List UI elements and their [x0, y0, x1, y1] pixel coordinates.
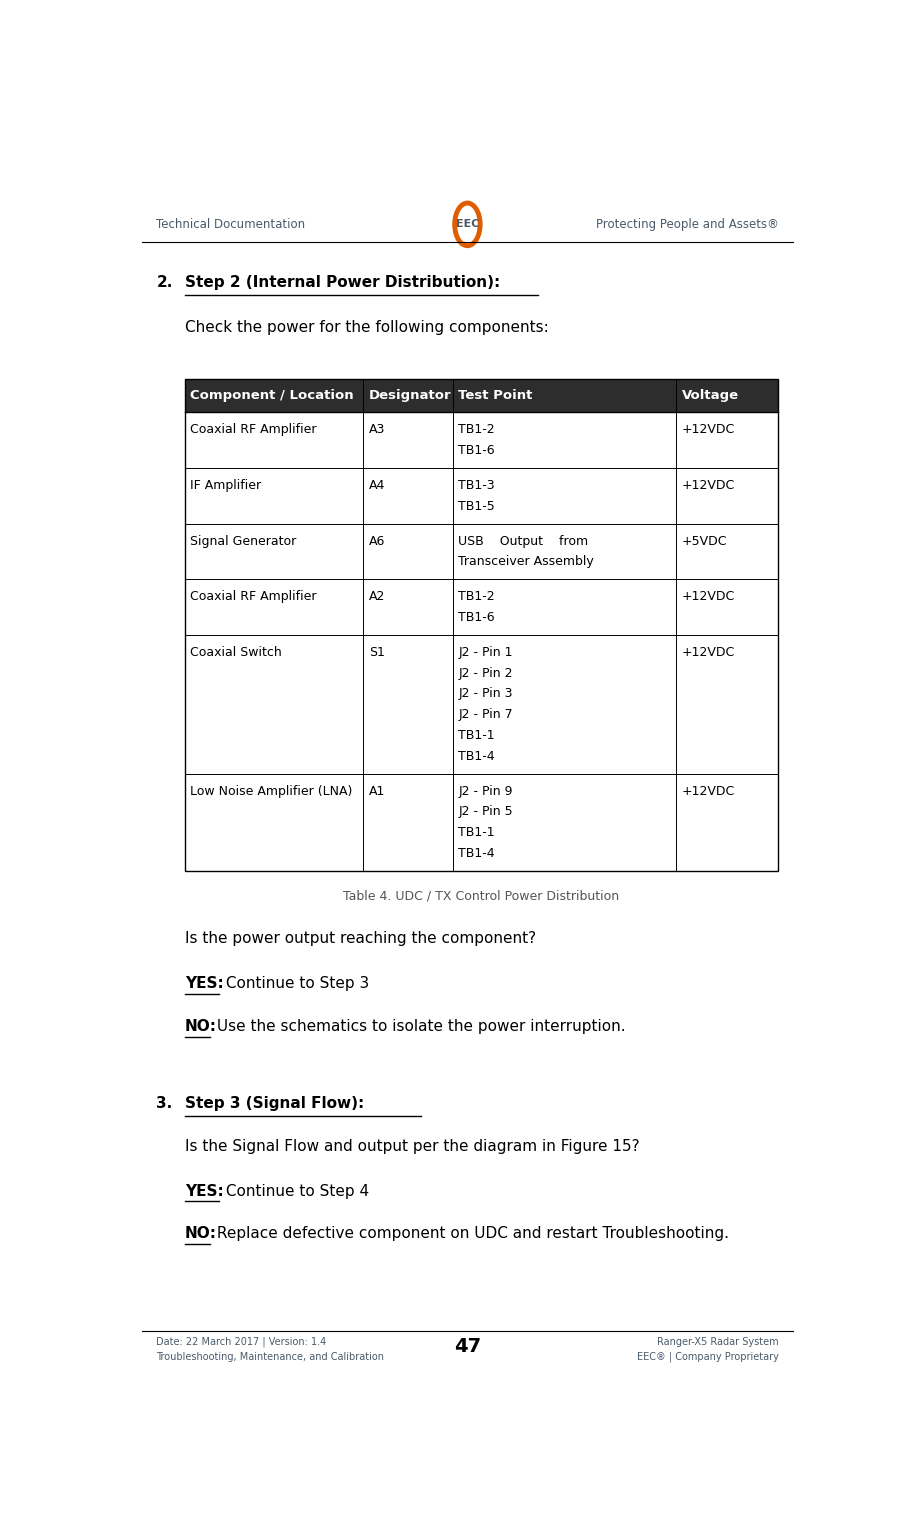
- Text: S1: S1: [369, 646, 384, 659]
- Text: TB1-1: TB1-1: [458, 826, 495, 839]
- Text: EEC: EEC: [456, 220, 478, 229]
- Text: +12VDC: +12VDC: [681, 591, 734, 603]
- Text: Low Noise Amplifier (LNA): Low Noise Amplifier (LNA): [190, 785, 353, 797]
- Text: Table 4. UDC / TX Control Power Distribution: Table 4. UDC / TX Control Power Distribu…: [343, 890, 619, 903]
- Text: J2 - Pin 1: J2 - Pin 1: [458, 646, 512, 659]
- Text: Use the schematics to isolate the power interruption.: Use the schematics to isolate the power …: [212, 1019, 625, 1034]
- Text: Date: 22 March 2017 | Version: 1.4: Date: 22 March 2017 | Version: 1.4: [157, 1336, 326, 1347]
- Text: NO:: NO:: [184, 1227, 217, 1242]
- Text: TB1-4: TB1-4: [458, 749, 495, 763]
- Text: J2 - Pin 5: J2 - Pin 5: [458, 805, 513, 819]
- Text: Check the power for the following components:: Check the power for the following compon…: [184, 320, 548, 336]
- Text: EEC® | Company Proprietary: EEC® | Company Proprietary: [636, 1351, 778, 1362]
- Text: TB1-3: TB1-3: [458, 479, 495, 492]
- Text: +12VDC: +12VDC: [681, 423, 734, 436]
- Text: J2 - Pin 3: J2 - Pin 3: [458, 688, 512, 700]
- Text: 47: 47: [454, 1336, 480, 1356]
- Text: Voltage: Voltage: [681, 389, 738, 402]
- Bar: [184, 412, 778, 468]
- Text: YES:: YES:: [184, 1183, 223, 1199]
- Bar: [184, 579, 778, 636]
- Text: Step 3 (Signal Flow):: Step 3 (Signal Flow):: [184, 1096, 363, 1111]
- Bar: [184, 468, 778, 523]
- Text: Technical Documentation: Technical Documentation: [157, 219, 305, 231]
- Text: Is the Signal Flow and output per the diagram in Figure 15?: Is the Signal Flow and output per the di…: [184, 1139, 639, 1154]
- Text: 3.: 3.: [157, 1096, 172, 1111]
- Text: Replace defective component on UDC and restart Troubleshooting.: Replace defective component on UDC and r…: [212, 1227, 729, 1242]
- Text: +12VDC: +12VDC: [681, 479, 734, 492]
- Text: Step 2 (Internal Power Distribution):: Step 2 (Internal Power Distribution):: [184, 275, 499, 289]
- Text: YES:: YES:: [184, 976, 223, 991]
- Bar: [184, 636, 778, 774]
- Text: 2.: 2.: [157, 275, 172, 289]
- Text: Coaxial Switch: Coaxial Switch: [190, 646, 281, 659]
- Text: Protecting People and Assets®: Protecting People and Assets®: [595, 219, 778, 231]
- Text: Component / Location: Component / Location: [190, 389, 353, 402]
- Bar: [184, 774, 778, 871]
- Text: Coaxial RF Amplifier: Coaxial RF Amplifier: [190, 423, 316, 436]
- Bar: [184, 523, 778, 579]
- Text: TB1-5: TB1-5: [458, 500, 495, 512]
- Text: +12VDC: +12VDC: [681, 785, 734, 797]
- Text: Designator: Designator: [369, 389, 451, 402]
- Text: TB1-2: TB1-2: [458, 423, 495, 436]
- Text: Signal Generator: Signal Generator: [190, 534, 296, 548]
- Text: A6: A6: [369, 534, 385, 548]
- Text: J2 - Pin 2: J2 - Pin 2: [458, 666, 512, 680]
- Text: +5VDC: +5VDC: [681, 534, 727, 548]
- Text: TB1-2: TB1-2: [458, 591, 495, 603]
- Text: IF Amplifier: IF Amplifier: [190, 479, 261, 492]
- Text: +12VDC: +12VDC: [681, 646, 734, 659]
- Text: Is the power output reaching the component?: Is the power output reaching the compone…: [184, 931, 536, 946]
- Bar: [184, 379, 778, 412]
- Text: A3: A3: [369, 423, 385, 436]
- Text: J2 - Pin 7: J2 - Pin 7: [458, 708, 513, 722]
- Text: Transceiver Assembly: Transceiver Assembly: [458, 556, 594, 568]
- Text: Continue to Step 4: Continue to Step 4: [220, 1183, 368, 1199]
- Text: A4: A4: [369, 479, 385, 492]
- Text: TB1-6: TB1-6: [458, 611, 495, 623]
- Text: NO:: NO:: [184, 1019, 217, 1034]
- Text: TB1-1: TB1-1: [458, 729, 495, 742]
- Text: J2 - Pin 9: J2 - Pin 9: [458, 785, 512, 797]
- Text: TB1-4: TB1-4: [458, 846, 495, 860]
- Bar: [184, 379, 778, 871]
- Text: TB1-6: TB1-6: [458, 443, 495, 457]
- Text: Troubleshooting, Maintenance, and Calibration: Troubleshooting, Maintenance, and Calibr…: [157, 1351, 384, 1362]
- Text: Test Point: Test Point: [458, 389, 532, 402]
- Text: A1: A1: [369, 785, 385, 797]
- Text: Continue to Step 3: Continue to Step 3: [220, 976, 369, 991]
- Text: Coaxial RF Amplifier: Coaxial RF Amplifier: [190, 591, 316, 603]
- Text: A2: A2: [369, 591, 385, 603]
- Text: Ranger-X5 Radar System: Ranger-X5 Radar System: [656, 1336, 778, 1347]
- Text: USB    Output    from: USB Output from: [458, 534, 588, 548]
